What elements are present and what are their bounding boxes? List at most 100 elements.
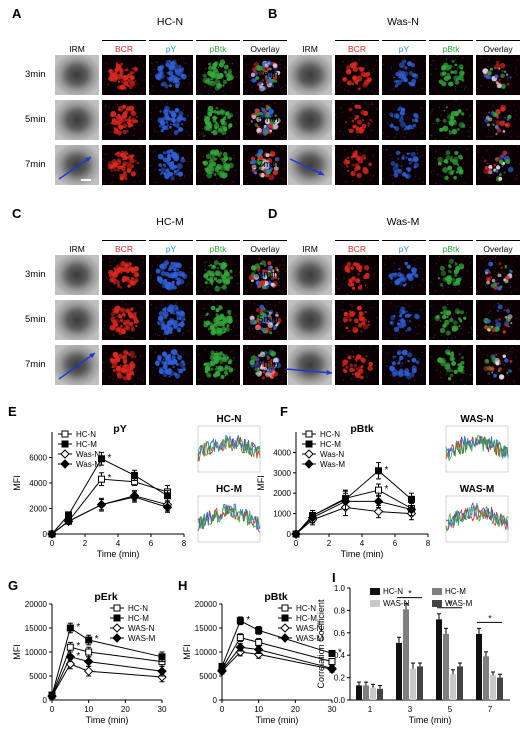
intensity-trace (197, 436, 261, 462)
significance-star: * (408, 589, 412, 599)
significance-star: * (246, 615, 250, 626)
data-point (408, 495, 415, 503)
series-line (221, 637, 333, 670)
x-tick-label: 0 (294, 539, 299, 548)
chart-title: pBtk (264, 591, 287, 603)
micrograph-irm (55, 55, 99, 95)
data-point (98, 475, 105, 483)
data-point (47, 529, 57, 539)
data-point (253, 649, 264, 660)
data-point (236, 634, 244, 642)
bar (356, 685, 362, 700)
micrograph-overlay (476, 300, 520, 340)
blue-arrow-icon (58, 156, 92, 181)
legend-label: HC-N (128, 604, 148, 613)
x-axis-label: Time (min) (256, 715, 299, 725)
channel-header: pY (165, 44, 177, 54)
y-axis-label: MFI (256, 475, 266, 491)
legend-marker (305, 440, 313, 448)
micrograph-bcr (102, 345, 146, 385)
panel-letter: A (12, 6, 22, 21)
micrograph-overlay (243, 55, 287, 95)
time-label: 5min (258, 114, 279, 125)
channel-header: BCR (115, 44, 133, 54)
bar (483, 656, 489, 700)
header-underline (429, 240, 473, 241)
legend-marker (280, 623, 290, 633)
micrograph-irm (288, 145, 332, 185)
data-point (255, 638, 263, 646)
legend-swatch (370, 600, 380, 607)
micrograph-bcr (335, 345, 379, 385)
data-point (65, 652, 76, 662)
intensity-trace (197, 504, 261, 529)
header-underline (196, 40, 240, 41)
micrograph-py (382, 300, 426, 340)
channel-header: IRM (69, 44, 85, 54)
channel-header: pBtk (442, 244, 460, 254)
y-tick-label: 0.4 (334, 651, 346, 660)
bar (396, 642, 402, 700)
y-tick-label: 2000 (29, 505, 47, 514)
channel-header: BCR (348, 244, 366, 254)
y-axis-label: MFI (12, 644, 22, 660)
x-tick-label: 10 (84, 705, 93, 714)
x-tick-label: 10 (254, 705, 263, 714)
significance-star: * (76, 641, 80, 652)
y-tick-label: 15000 (25, 624, 48, 633)
legend-label: WAS-M (128, 634, 156, 643)
x-axis-label: Time (min) (97, 549, 140, 559)
header-underline (243, 240, 287, 241)
data-point (236, 617, 244, 625)
micrograph-pbtk (429, 100, 473, 140)
y-axis-label: MFI (182, 644, 192, 660)
micrograph-irm (288, 345, 332, 385)
data-point (235, 642, 246, 652)
channel-header: pBtk (209, 244, 227, 254)
y-tick-label: 2000 (273, 489, 291, 498)
data-point (373, 496, 384, 507)
data-point (255, 626, 263, 634)
intensity-trace (445, 434, 509, 462)
trace-frame (445, 425, 509, 473)
data-point (66, 643, 74, 651)
y-axis-label: Correlation Coefficient (316, 599, 326, 688)
y-tick-label: 10000 (195, 648, 218, 657)
data-point (129, 492, 140, 502)
x-tick-label: 1 (368, 705, 373, 714)
channel-header: pBtk (442, 44, 460, 54)
significance-star: * (108, 453, 112, 464)
channel-header: pBtk (209, 44, 227, 54)
data-point (327, 663, 337, 674)
legend-label: HC-M (445, 587, 466, 596)
bar (490, 675, 496, 700)
header-underline (102, 240, 146, 241)
micrograph-irm (55, 300, 99, 340)
x-axis-label: Time (min) (86, 715, 129, 725)
micrograph-bcr (335, 255, 379, 295)
data-point (340, 496, 351, 507)
header-underline (102, 40, 146, 41)
panel-letter: D (268, 206, 278, 221)
significance-star: * (108, 473, 112, 484)
y-tick-label: 0.2 (334, 674, 346, 683)
panel-letter: I (332, 570, 336, 585)
legend-marker (304, 459, 314, 469)
y-tick-label: 6000 (29, 454, 47, 463)
series-line (51, 663, 163, 697)
micrograph-pbtk (429, 255, 473, 295)
micrograph-py (382, 255, 426, 295)
header-underline (196, 240, 240, 241)
channel-header: IRM (69, 244, 85, 254)
bar (377, 688, 383, 700)
time-label: 7min (25, 159, 46, 170)
micrograph-overlay (476, 255, 520, 295)
series-line (221, 620, 333, 667)
x-tick-label: 30 (158, 705, 167, 714)
y-tick-label: 20000 (195, 600, 218, 609)
scale-bar (81, 179, 91, 181)
channel-header: IRM (302, 244, 318, 254)
legend-marker (305, 430, 313, 438)
legend-label: HC-M (296, 614, 317, 623)
x-tick-label: 4 (116, 539, 121, 548)
